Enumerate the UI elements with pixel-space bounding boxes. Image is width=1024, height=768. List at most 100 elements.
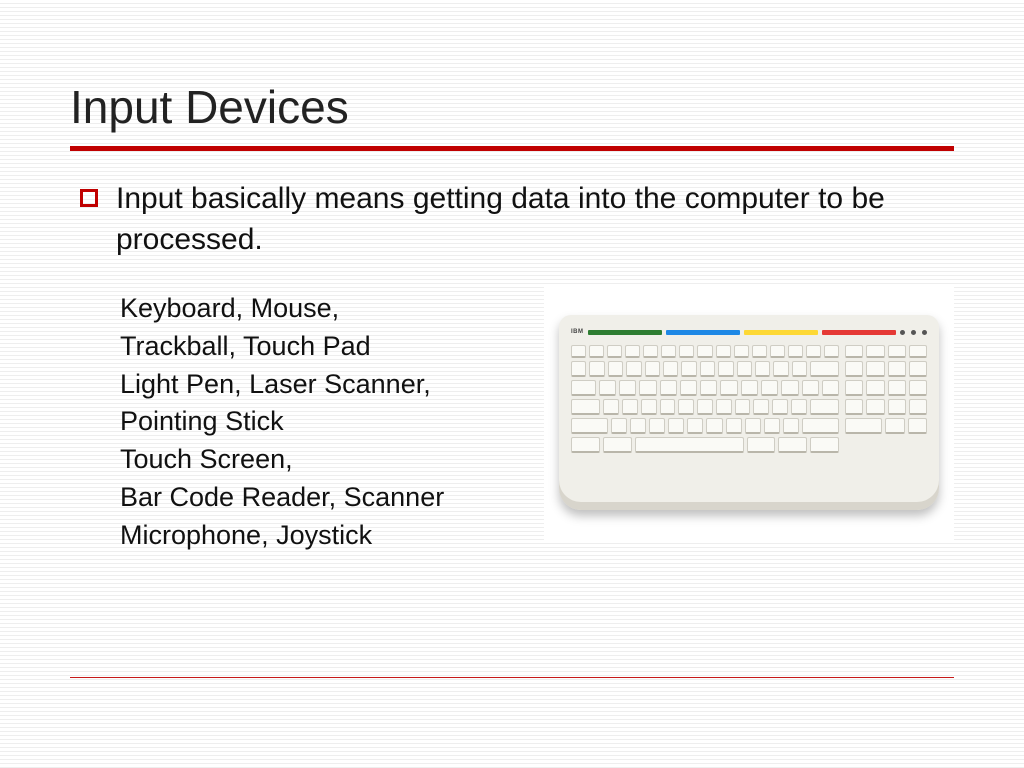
key-icon (773, 361, 788, 377)
kbd-stripe (666, 330, 740, 335)
key-icon (788, 345, 803, 358)
keyboard-leds (900, 330, 927, 335)
keyboard-numpad (845, 345, 927, 453)
footer-rule (70, 677, 954, 678)
key-icon (888, 380, 906, 396)
key-icon (611, 418, 627, 434)
keyboard-deck (571, 345, 927, 453)
device-line: Pointing Stick (120, 403, 524, 441)
key-icon (810, 399, 839, 415)
device-list: Keyboard, Mouse, Trackball, Touch Pad Li… (120, 290, 524, 555)
key-icon (866, 361, 884, 377)
led-icon (922, 330, 927, 335)
key-icon (661, 345, 676, 358)
key-icon (630, 418, 646, 434)
key-icon (764, 418, 780, 434)
key-icon (626, 361, 641, 377)
key-icon (745, 418, 761, 434)
key-icon (619, 380, 636, 396)
key-row (845, 399, 927, 415)
key-icon (888, 345, 906, 358)
key-icon (888, 361, 906, 377)
key-icon (716, 399, 732, 415)
key-icon (909, 345, 927, 358)
key-icon (607, 345, 622, 358)
key-icon (679, 345, 694, 358)
key-icon (802, 418, 839, 434)
key-icon (845, 361, 863, 377)
key-icon (571, 380, 596, 396)
key-icon (845, 345, 863, 358)
key-icon (822, 380, 839, 396)
keyboard-image: IBM (544, 285, 954, 540)
device-line: Light Pen, Laser Scanner, (120, 366, 524, 404)
key-icon (909, 399, 927, 415)
key-icon (755, 361, 770, 377)
keyboard-main-block (571, 345, 839, 453)
device-line: Bar Code Reader, Scanner (120, 479, 524, 517)
key-icon (845, 399, 863, 415)
key-icon (645, 361, 660, 377)
key-icon (845, 380, 863, 396)
key-icon (783, 418, 799, 434)
key-icon (639, 380, 656, 396)
key-icon (908, 418, 928, 434)
device-line: Microphone, Joystick (120, 517, 524, 555)
key-icon (603, 399, 619, 415)
led-icon (911, 330, 916, 335)
title-underline (70, 146, 954, 151)
slide: Input Devices Input basically means gett… (0, 0, 1024, 768)
key-icon (806, 345, 821, 358)
key-icon (625, 345, 640, 358)
key-icon (791, 399, 807, 415)
key-icon (752, 345, 767, 358)
key-row (571, 361, 839, 377)
key-row (845, 345, 927, 358)
key-icon (571, 399, 600, 415)
kbd-stripe (744, 330, 818, 335)
key-row (571, 437, 839, 453)
key-icon (737, 361, 752, 377)
key-icon (761, 380, 778, 396)
key-row (571, 380, 839, 396)
key-icon (770, 345, 785, 358)
key-icon (687, 418, 703, 434)
key-icon (681, 361, 696, 377)
key-icon (810, 437, 839, 453)
key-icon (635, 437, 744, 453)
key-icon (753, 399, 769, 415)
key-icon (885, 418, 905, 434)
device-line: Touch Screen, (120, 441, 524, 479)
key-icon (810, 361, 839, 377)
key-icon (718, 361, 733, 377)
kbd-stripe (588, 330, 662, 335)
key-row (845, 380, 927, 396)
bullet-marker-icon (80, 189, 98, 207)
led-icon (900, 330, 905, 335)
key-icon (866, 380, 884, 396)
key-icon (668, 418, 684, 434)
key-icon (802, 380, 819, 396)
device-line: Trackball, Touch Pad (120, 328, 524, 366)
key-icon (589, 345, 604, 358)
key-icon (909, 361, 927, 377)
key-icon (700, 380, 717, 396)
key-icon (845, 418, 882, 434)
key-icon (599, 380, 616, 396)
key-icon (747, 437, 776, 453)
key-icon (772, 399, 788, 415)
key-icon (706, 418, 722, 434)
key-icon (571, 361, 586, 377)
key-icon (660, 399, 676, 415)
key-icon (888, 399, 906, 415)
key-icon (866, 345, 884, 358)
key-row (571, 399, 839, 415)
bullet-text: Input basically means getting data into … (116, 179, 954, 260)
key-row (845, 418, 927, 434)
key-icon (622, 399, 638, 415)
key-icon (571, 437, 600, 453)
key-icon (608, 361, 623, 377)
key-icon (571, 418, 608, 434)
key-icon (680, 380, 697, 396)
key-icon (824, 345, 839, 358)
